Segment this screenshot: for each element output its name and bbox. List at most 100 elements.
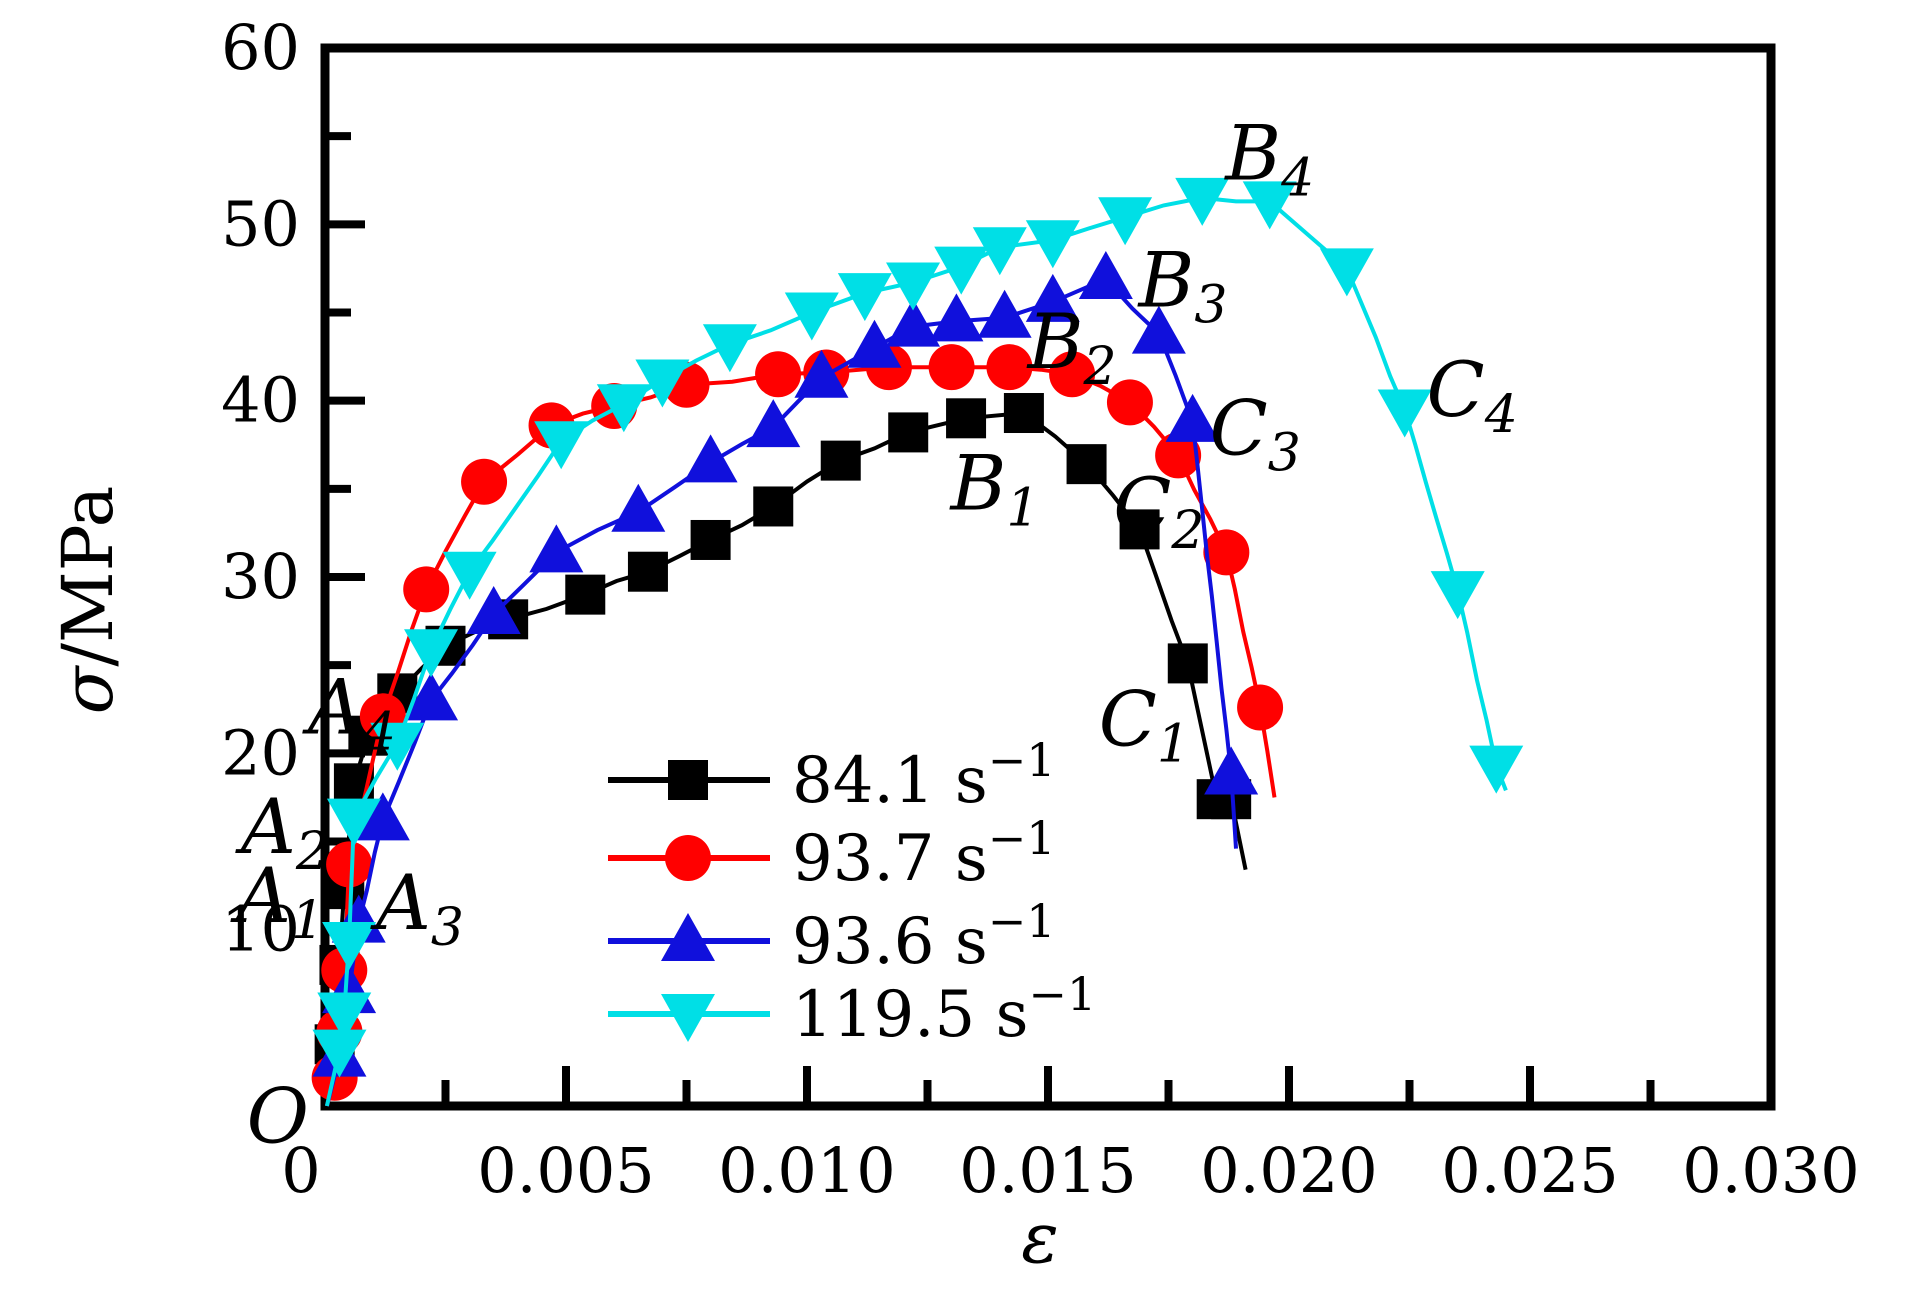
series-3-marker bbox=[929, 293, 984, 342]
series-1-marker bbox=[946, 398, 987, 439]
series-3-marker bbox=[611, 483, 666, 532]
series-1-marker bbox=[690, 519, 731, 560]
series-4-marker bbox=[934, 246, 989, 295]
annotation-subscript: 1 bbox=[291, 891, 324, 951]
legend-label: 93.7 s−1 bbox=[792, 811, 1056, 896]
annotation-a4: A4 bbox=[302, 662, 396, 762]
annotation-subscript: 1 bbox=[1006, 478, 1039, 538]
series-3-marker bbox=[529, 524, 584, 573]
series-4-marker bbox=[702, 324, 757, 373]
series-4-marker bbox=[317, 992, 372, 1041]
annotation-b4: B4 bbox=[1223, 109, 1314, 209]
annotation-a3: A3 bbox=[370, 858, 464, 958]
y-axis-title: σ/MPa bbox=[47, 486, 129, 715]
series-3-marker bbox=[355, 792, 410, 841]
annotation-subscript: 3 bbox=[1194, 276, 1227, 336]
annotation-subscript: 1 bbox=[1157, 715, 1190, 775]
annotation-o: O bbox=[247, 1071, 309, 1160]
series-4-marker bbox=[784, 292, 839, 341]
series-2-marker bbox=[928, 344, 975, 391]
series-2-marker bbox=[1049, 351, 1096, 398]
legend-marker bbox=[668, 760, 708, 800]
annotation-c3: C3 bbox=[1210, 384, 1301, 484]
x-tick-label: 0.020 bbox=[1200, 1134, 1378, 1207]
series-3-marker bbox=[794, 349, 849, 398]
annotation-subscript: 2 bbox=[295, 822, 329, 882]
x-tick-label: 0.025 bbox=[1441, 1134, 1619, 1207]
annotation-c1: C1 bbox=[1099, 675, 1190, 775]
y-axis-units: /MPa bbox=[47, 486, 129, 667]
series-1-marker bbox=[1066, 444, 1107, 485]
annotation-b2: B2 bbox=[1026, 297, 1117, 397]
series-3-marker bbox=[746, 399, 801, 448]
legend-label-base: 84.1 s bbox=[792, 744, 988, 818]
series-3-marker bbox=[977, 289, 1032, 338]
x-axis-title: ε bbox=[1021, 1197, 1059, 1279]
series-4-marker bbox=[534, 421, 589, 470]
series-3-marker bbox=[1165, 393, 1220, 442]
x-tick-label: 0.005 bbox=[477, 1134, 655, 1207]
legend-label: 93.6 s−1 bbox=[792, 894, 1056, 979]
legend-label-exponent: −1 bbox=[1028, 967, 1096, 1021]
series-2-marker bbox=[326, 841, 373, 888]
x-tick-label: 0 bbox=[281, 1134, 320, 1207]
legend-label-exponent: −1 bbox=[988, 894, 1056, 948]
annotation-subscript: 4 bbox=[1280, 149, 1314, 209]
series-2-marker bbox=[986, 344, 1033, 391]
series-3-marker bbox=[886, 298, 941, 347]
legend-label: 84.1 s−1 bbox=[792, 733, 1056, 818]
sigma-symbol: σ bbox=[47, 664, 129, 714]
series-4-marker bbox=[886, 262, 941, 311]
series-2-marker bbox=[461, 458, 508, 505]
series-4-marker bbox=[1025, 220, 1080, 269]
series-4-marker bbox=[370, 722, 425, 771]
series-4-marker bbox=[1175, 177, 1230, 226]
series-4-marker bbox=[322, 922, 377, 971]
annotation-b1: B1 bbox=[949, 438, 1040, 538]
series-4-marker bbox=[1469, 745, 1524, 794]
series-4-marker bbox=[1098, 197, 1153, 246]
y-tick-label: 60 bbox=[221, 11, 300, 84]
annotation-subscript: 2 bbox=[1082, 337, 1116, 397]
annotation-subscript: 4 bbox=[1484, 385, 1518, 445]
series-4-marker bbox=[972, 227, 1027, 276]
series-4-marker bbox=[326, 798, 381, 847]
series-4-marker bbox=[635, 359, 690, 408]
series-1-marker bbox=[1167, 643, 1208, 684]
annotation-subscript: 3 bbox=[1268, 424, 1301, 484]
series-4-marker bbox=[1377, 389, 1432, 438]
series-1-marker bbox=[1119, 509, 1160, 550]
series-4-marker bbox=[442, 551, 497, 600]
series-2-marker bbox=[1203, 529, 1250, 576]
series-4-marker bbox=[312, 1029, 367, 1078]
annotation-b3: B3 bbox=[1136, 236, 1227, 336]
series-3-marker bbox=[404, 672, 459, 721]
series-1-marker bbox=[1003, 393, 1044, 434]
y-tick-label: 30 bbox=[221, 540, 300, 613]
legend-marker bbox=[665, 835, 711, 881]
legend-label-exponent: −1 bbox=[988, 811, 1056, 865]
x-tick-label: 0.010 bbox=[718, 1134, 896, 1207]
y-tick-label: 10 bbox=[221, 893, 300, 966]
series-3-marker bbox=[1025, 273, 1080, 322]
series-3-marker bbox=[1078, 250, 1133, 299]
y-tick-label: 40 bbox=[221, 364, 300, 437]
legend-label-exponent: −1 bbox=[988, 733, 1056, 787]
annotation-subscript: 4 bbox=[362, 702, 396, 762]
x-tick-label: 0.015 bbox=[959, 1134, 1137, 1207]
series-1-marker bbox=[753, 486, 794, 527]
series-line-4 bbox=[324, 195, 1508, 1107]
series-4-marker bbox=[596, 384, 651, 433]
series-3-marker bbox=[1204, 746, 1259, 795]
y-tick-label: 20 bbox=[221, 716, 300, 789]
annotation-subscript: 3 bbox=[431, 898, 464, 958]
series-2-marker bbox=[403, 566, 450, 613]
series-4-marker bbox=[404, 629, 459, 678]
series-2-marker bbox=[755, 351, 802, 398]
y-tick-label: 50 bbox=[221, 187, 300, 260]
series-4-marker bbox=[1430, 571, 1485, 620]
annotation-subscript: 2 bbox=[1170, 501, 1204, 561]
legend-label: 119.5 s−1 bbox=[792, 967, 1096, 1052]
